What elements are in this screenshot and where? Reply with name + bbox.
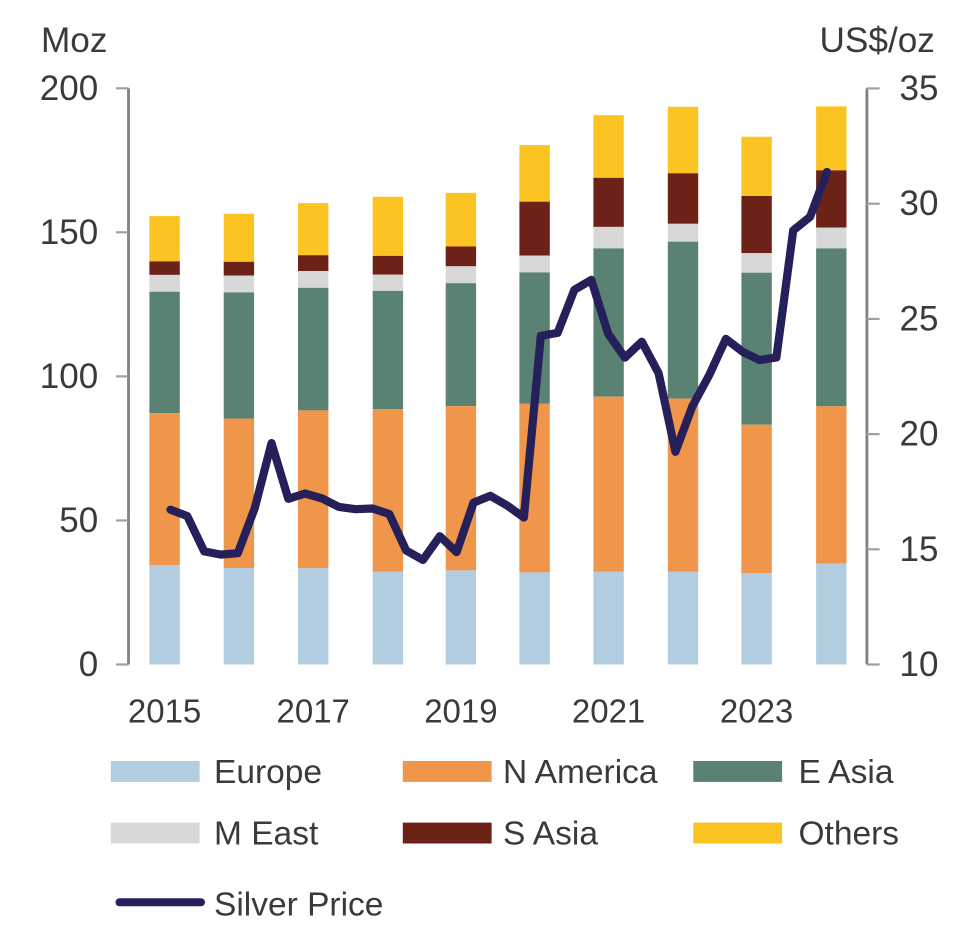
svg-text:US$/oz: US$/oz <box>820 21 935 60</box>
svg-text:M East: M East <box>214 816 319 853</box>
svg-text:10: 10 <box>900 645 939 684</box>
svg-text:35: 35 <box>900 69 939 108</box>
svg-text:2019: 2019 <box>424 692 497 729</box>
svg-text:100: 100 <box>40 357 98 396</box>
svg-text:N America: N America <box>503 754 658 791</box>
svg-text:30: 30 <box>900 184 939 223</box>
svg-text:Silver Price: Silver Price <box>214 887 383 924</box>
svg-text:150: 150 <box>40 213 98 252</box>
svg-text:Others: Others <box>799 816 900 853</box>
svg-text:15: 15 <box>900 530 939 569</box>
svg-text:20: 20 <box>900 415 939 454</box>
svg-text:0: 0 <box>79 645 98 684</box>
svg-text:200: 200 <box>40 69 98 108</box>
svg-text:50: 50 <box>59 501 98 540</box>
svg-text:25: 25 <box>900 299 939 338</box>
svg-text:E Asia: E Asia <box>799 754 894 791</box>
svg-text:S Asia: S Asia <box>503 816 598 853</box>
svg-text:Moz: Moz <box>41 21 107 60</box>
svg-text:2017: 2017 <box>276 692 349 729</box>
svg-text:Europe: Europe <box>214 754 322 791</box>
svg-text:2023: 2023 <box>720 692 793 729</box>
svg-text:2021: 2021 <box>572 692 645 729</box>
svg-text:2015: 2015 <box>128 692 201 729</box>
